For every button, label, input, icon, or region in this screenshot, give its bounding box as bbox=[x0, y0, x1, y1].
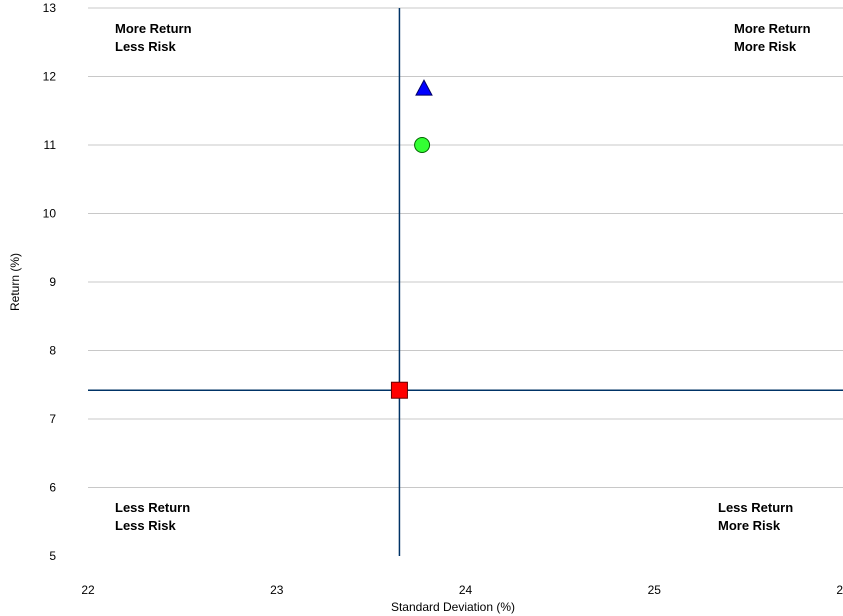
y-tick-11: 11 bbox=[44, 138, 57, 152]
x-tick-22: 22 bbox=[81, 583, 95, 597]
point-2-square bbox=[390, 381, 408, 399]
quadrant-bottom-right-line1: Less Return bbox=[718, 500, 793, 515]
x-tick-26: 26 bbox=[836, 583, 843, 597]
quadrant-bottom-left-line2: Less Risk bbox=[115, 518, 176, 533]
data-points bbox=[390, 79, 433, 399]
quadrant-top-right-line1: More Return bbox=[734, 21, 811, 36]
x-tick-24: 24 bbox=[459, 583, 473, 597]
point-0-triangle bbox=[415, 79, 433, 96]
quadrant-top-left-line2: Less Risk bbox=[115, 39, 176, 54]
quadrant-top-left-line1: More Return bbox=[115, 21, 192, 36]
y-axis-title: Return (%) bbox=[8, 253, 22, 311]
y-tick-8: 8 bbox=[49, 344, 56, 358]
y-tick-7: 7 bbox=[49, 412, 56, 426]
y-tick-13: 13 bbox=[43, 1, 57, 15]
quadrant-top-right-line2: More Risk bbox=[734, 39, 797, 54]
y-tick-6: 6 bbox=[49, 481, 56, 495]
x-tick-25: 25 bbox=[648, 583, 662, 597]
x-tick-23: 23 bbox=[270, 583, 284, 597]
quadrant-bottom-left-line1: Less Return bbox=[115, 500, 190, 515]
grid-lines bbox=[88, 7, 843, 488]
y-tick-9: 9 bbox=[49, 275, 56, 289]
quadrant-bottom-right-line2: More Risk bbox=[718, 518, 781, 533]
y-tick-labels: 5 6 7 8 9 10 11 12 13 bbox=[43, 1, 57, 563]
y-tick-10: 10 bbox=[43, 207, 57, 221]
point-1-circle bbox=[414, 137, 431, 153]
x-tick-labels: 22 23 24 25 26 bbox=[81, 583, 843, 597]
y-tick-12: 12 bbox=[43, 70, 57, 84]
y-tick-5: 5 bbox=[49, 549, 56, 563]
x-axis-title: Standard Deviation (%) bbox=[391, 600, 515, 614]
crosshair-lines bbox=[88, 8, 843, 556]
